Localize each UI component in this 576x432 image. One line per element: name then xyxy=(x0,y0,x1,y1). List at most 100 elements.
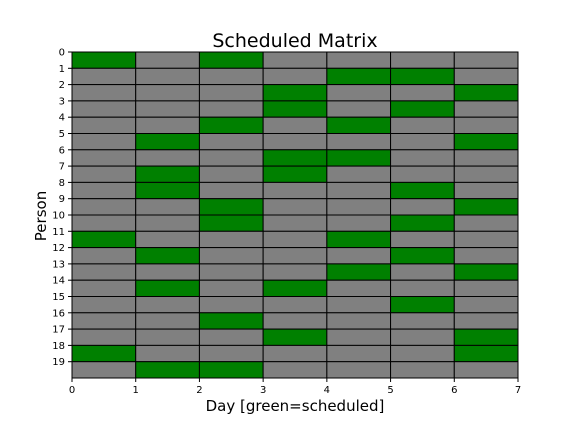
heatmap-cell-person-5-day-2 xyxy=(198,133,264,151)
heatmap-cell-person-5-day-1 xyxy=(135,133,200,151)
heatmap-cell-person-8-day-2 xyxy=(198,181,264,200)
y-tick-label-2: 2 xyxy=(59,80,65,91)
x-axis-label: Day [green=scheduled] xyxy=(206,397,385,415)
heatmap-cell-person-14-day-4 xyxy=(326,279,392,298)
heatmap-cell-person-16-day-0 xyxy=(71,312,137,330)
heatmap-cell-person-10-day-5 xyxy=(390,214,455,232)
heatmap-cell-person-18-day-1 xyxy=(135,344,200,363)
heatmap-cell-person-16-day-1 xyxy=(135,312,200,330)
heatmap-cell-person-10-day-0 xyxy=(71,214,137,232)
heatmap-cell-person-19-day-4 xyxy=(326,361,392,379)
heatmap-cell-person-19-day-0 xyxy=(71,361,137,379)
heatmap-cell-person-1-day-3 xyxy=(262,67,328,86)
heatmap-cell-person-8-day-5 xyxy=(390,181,455,200)
heatmap-cell-person-10-day-4 xyxy=(326,214,392,232)
heatmap-cell-person-19-day-5 xyxy=(390,361,455,379)
heatmap-cell-person-11-day-0 xyxy=(71,230,137,249)
heatmap-cell-person-14-day-0 xyxy=(71,279,137,298)
y-tick-label-17: 17 xyxy=(52,325,65,336)
heatmap-cell-person-3-day-3 xyxy=(262,100,328,118)
heatmap-cell-person-13-day-1 xyxy=(135,263,200,281)
heatmap-cell-person-9-day-4 xyxy=(326,198,392,216)
x-tick-label-3: 3 xyxy=(260,385,266,396)
heatmap-cell-person-14-day-6 xyxy=(453,279,519,298)
y-tick-label-6: 6 xyxy=(59,145,65,156)
heatmap-cell-person-13-day-2 xyxy=(198,263,264,281)
heatmap-cell-person-9-day-3 xyxy=(262,198,328,216)
heatmap-cell-person-0-day-0 xyxy=(71,51,137,69)
heatmap-cell-person-15-day-3 xyxy=(262,296,328,314)
y-tick-label-0: 0 xyxy=(59,48,65,59)
heatmap-cell-person-5-day-0 xyxy=(71,133,137,151)
heatmap-cell-person-6-day-5 xyxy=(390,149,455,167)
heatmap-cell-person-17-day-2 xyxy=(198,328,264,346)
heatmap-cell-person-17-day-5 xyxy=(390,328,455,346)
heatmap-cell-person-3-day-0 xyxy=(71,100,137,118)
heatmap-cell-person-1-day-5 xyxy=(390,67,455,86)
heatmap-cell-person-4-day-6 xyxy=(453,116,519,134)
heatmap-cell-person-6-day-3 xyxy=(262,149,328,167)
heatmap-cell-person-2-day-1 xyxy=(135,84,200,102)
heatmap-cell-person-2-day-3 xyxy=(262,84,328,102)
heatmap-cell-person-2-day-2 xyxy=(198,84,264,102)
heatmap-cell-person-4-day-1 xyxy=(135,116,200,134)
y-tick-label-19: 19 xyxy=(52,357,65,368)
heatmap-cell-person-13-day-0 xyxy=(71,263,137,281)
heatmap-cell-person-4-day-4 xyxy=(326,116,392,134)
y-tick-label-1: 1 xyxy=(59,64,65,75)
heatmap-cell-person-9-day-6 xyxy=(453,198,519,216)
heatmap-cell-person-0-day-6 xyxy=(453,51,519,69)
heatmap-cell-person-17-day-6 xyxy=(453,328,519,346)
y-tick-label-7: 7 xyxy=(59,162,65,173)
heatmap-cell-person-19-day-1 xyxy=(135,361,200,379)
heatmap-cell-person-3-day-2 xyxy=(198,100,264,118)
y-tick-label-10: 10 xyxy=(52,211,65,222)
heatmap-cell-person-17-day-4 xyxy=(326,328,392,346)
heatmap-cell-person-16-day-3 xyxy=(262,312,328,330)
heatmap-cell-person-10-day-2 xyxy=(198,214,264,232)
heatmap-cell-person-13-day-5 xyxy=(390,263,455,281)
heatmap-cell-person-19-day-6 xyxy=(453,361,519,379)
heatmap-cell-person-6-day-2 xyxy=(198,149,264,167)
heatmap-cell-person-7-day-5 xyxy=(390,165,455,183)
heatmap-cell-person-10-day-3 xyxy=(262,214,328,232)
x-tick-label-4: 4 xyxy=(324,385,330,396)
heatmap-cell-person-1-day-6 xyxy=(453,67,519,86)
heatmap-cell-person-3-day-5 xyxy=(390,100,455,118)
heatmap-cell-person-14-day-1 xyxy=(135,279,200,298)
heatmap-cell-person-6-day-1 xyxy=(135,149,200,167)
heatmap-cell-person-0-day-2 xyxy=(198,51,264,69)
heatmap-cell-person-13-day-6 xyxy=(453,263,519,281)
heatmap-cell-person-18-day-4 xyxy=(326,344,392,363)
y-tick-label-5: 5 xyxy=(59,129,65,140)
heatmap-cell-person-1-day-4 xyxy=(326,67,392,86)
heatmap-cell-person-0-day-1 xyxy=(135,51,200,69)
heatmap-cell-person-3-day-4 xyxy=(326,100,392,118)
heatmap-cell-person-7-day-1 xyxy=(135,165,200,183)
heatmap-cell-person-16-day-2 xyxy=(198,312,264,330)
y-axis-label: Person xyxy=(32,191,50,241)
heatmap-cell-person-15-day-5 xyxy=(390,296,455,314)
heatmap-cell-person-18-day-2 xyxy=(198,344,264,363)
heatmap-cell-person-8-day-6 xyxy=(453,181,519,200)
heatmap-cell-person-1-day-2 xyxy=(198,67,264,86)
y-tick-label-8: 8 xyxy=(59,178,65,189)
x-tick-label-2: 2 xyxy=(196,385,202,396)
heatmap-cell-person-12-day-0 xyxy=(71,247,137,265)
heatmap-cell-person-17-day-3 xyxy=(262,328,328,346)
x-tick-label-6: 6 xyxy=(451,385,457,396)
heatmap-cell-person-9-day-2 xyxy=(198,198,264,216)
heatmap-cell-person-16-day-5 xyxy=(390,312,455,330)
heatmap-cell-person-8-day-1 xyxy=(135,181,200,200)
x-axis-ticks: 0 1 2 3 4 5 6 7 xyxy=(69,378,521,396)
y-tick-label-16: 16 xyxy=(52,308,65,319)
heatmap-cell-person-12-day-1 xyxy=(135,247,200,265)
x-tick-label-5: 5 xyxy=(387,385,393,396)
heatmap-cell-person-4-day-5 xyxy=(390,116,455,134)
heatmap-cell-person-13-day-4 xyxy=(326,263,392,281)
heatmap-cell-person-11-day-6 xyxy=(453,230,519,249)
heatmap-cell-person-10-day-1 xyxy=(135,214,200,232)
heatmap-cell-person-3-day-1 xyxy=(135,100,200,118)
heatmap-cell-person-7-day-2 xyxy=(198,165,264,183)
heatmap-cell-person-18-day-0 xyxy=(71,344,137,363)
